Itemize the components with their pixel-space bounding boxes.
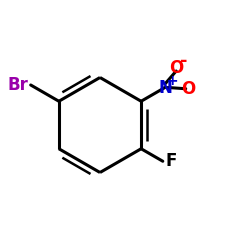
Text: N: N [158, 78, 172, 96]
Text: F: F [166, 152, 177, 170]
Text: Br: Br [7, 76, 28, 94]
Text: O: O [169, 58, 183, 76]
Text: +: + [167, 74, 178, 88]
Text: -: - [180, 52, 188, 70]
Text: O: O [182, 80, 196, 98]
